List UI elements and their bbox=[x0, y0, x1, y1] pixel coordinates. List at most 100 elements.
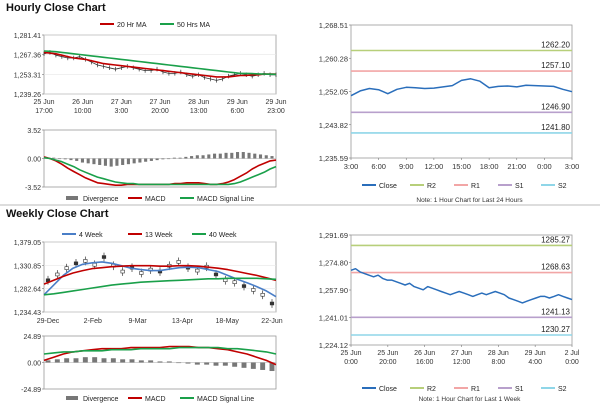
candle-body bbox=[92, 263, 97, 267]
divergence-bar bbox=[144, 158, 148, 162]
x-tick-time: 3:00 bbox=[115, 108, 129, 115]
x-tick-time: 17:00 bbox=[35, 108, 53, 115]
ma50-line bbox=[43, 50, 277, 76]
divergence-bar bbox=[166, 361, 172, 363]
divergence-bar bbox=[64, 358, 70, 363]
close-line bbox=[350, 267, 573, 304]
divergence-bar bbox=[172, 157, 176, 159]
x-tick-date: 26 Jun bbox=[72, 99, 93, 106]
y-tick-label: 1,243.82 bbox=[319, 121, 348, 130]
x-tick-date: 29 Jun bbox=[227, 99, 248, 106]
weekly-section-title: Weekly Close Chart bbox=[6, 208, 109, 220]
x-tick-time: 16:00 bbox=[416, 359, 434, 366]
ma40-line bbox=[43, 277, 277, 296]
divergence-bar bbox=[258, 154, 263, 159]
divergence-bar bbox=[253, 153, 257, 159]
legend-s2-label: S2 bbox=[558, 183, 567, 190]
x-tick-label: 9:00 bbox=[399, 162, 414, 171]
divergence-bar bbox=[178, 157, 182, 159]
divergence-bar bbox=[103, 158, 107, 166]
divergence-bar bbox=[138, 158, 142, 163]
divergence-bar bbox=[86, 158, 90, 164]
x-tick-date: 28 Jun bbox=[488, 350, 509, 357]
close-line bbox=[350, 78, 573, 97]
x-tick-date: 25 Jun bbox=[33, 99, 54, 106]
x-tick-date: 26 Jun bbox=[414, 350, 435, 357]
divergence-bar bbox=[241, 362, 247, 368]
candle-body bbox=[232, 280, 237, 284]
divergence-bar bbox=[250, 362, 256, 369]
divergence-bar bbox=[230, 152, 234, 159]
divergence-bar bbox=[148, 360, 154, 363]
legend-divergence-label: Divergence bbox=[83, 196, 119, 203]
x-tick-time: 6:00 bbox=[231, 108, 245, 115]
divergence-bar bbox=[129, 359, 135, 363]
level-s1-label: 1246.90 bbox=[541, 102, 570, 111]
y-tick-label: 1,268.51 bbox=[319, 21, 348, 30]
x-tick-label: 0:00 bbox=[537, 162, 552, 171]
y-tick-label: 1,252.05 bbox=[319, 88, 348, 97]
divergence-bar bbox=[185, 362, 191, 364]
divergence-bar bbox=[195, 155, 199, 159]
y-tick-label: 1,253.31 bbox=[14, 72, 41, 79]
ma13-line bbox=[43, 264, 277, 285]
x-tick-time: 13:00 bbox=[190, 108, 208, 115]
x-tick-date: 2 Jul bbox=[565, 350, 580, 357]
y-tick-label: 1,330.85 bbox=[14, 263, 41, 270]
candle-body bbox=[251, 288, 256, 292]
x-tick-date: 29 Jun bbox=[265, 99, 286, 106]
divergence-bar bbox=[69, 158, 73, 161]
y-tick-label: 1,260.28 bbox=[319, 54, 348, 63]
y-tick-label: 1,224.12 bbox=[319, 341, 348, 350]
x-tick-date: 27 Jun bbox=[111, 99, 132, 106]
x-tick-label: 9-Mar bbox=[128, 318, 147, 325]
divergence-bar bbox=[224, 152, 228, 159]
level-s2-label: 1230.27 bbox=[541, 325, 570, 334]
hourly-section-title: Hourly Close Chart bbox=[6, 2, 106, 14]
hourly-pivot-chart: 1,268.51 1,260.28 1,252.05 1,243.82 1,235.59… bbox=[319, 21, 580, 204]
x-tick-time: 10:00 bbox=[74, 108, 92, 115]
y-tick-label: 0.00 bbox=[27, 157, 41, 164]
divergence-bar bbox=[45, 360, 51, 363]
divergence-bar bbox=[126, 158, 130, 165]
divergence-bar bbox=[204, 362, 210, 365]
x-tick-label: 29-Dec bbox=[37, 318, 60, 325]
divergence-bar bbox=[167, 158, 171, 160]
x-tick-time: 8:00 bbox=[492, 359, 506, 366]
plot-frame bbox=[43, 241, 277, 313]
legend-40week-label: 40 Week bbox=[209, 232, 237, 239]
divergence-bar bbox=[63, 158, 67, 160]
x-tick-label: 6:00 bbox=[371, 162, 386, 171]
y-tick-label: 1,241.01 bbox=[319, 314, 348, 323]
x-tick-time: 12:00 bbox=[453, 359, 471, 366]
legend-divergence-label: Divergence bbox=[83, 396, 119, 403]
divergence-bar bbox=[121, 158, 125, 165]
y-tick-label: 1,239.26 bbox=[14, 92, 41, 99]
candle-body bbox=[139, 271, 144, 275]
x-tick-label: 15:00 bbox=[452, 162, 471, 171]
level-r1-label: 1257.10 bbox=[541, 61, 570, 70]
legend-s1-label: S1 bbox=[515, 183, 524, 190]
divergence-bar bbox=[155, 158, 159, 161]
x-tick-label: 21:00 bbox=[507, 162, 526, 171]
x-tick-time: 23:00 bbox=[267, 108, 285, 115]
y-tick-label: 1,235.59 bbox=[319, 154, 348, 163]
y-tick-label: -3.52 bbox=[25, 185, 41, 192]
y-tick-label: 1,379.05 bbox=[14, 240, 41, 247]
divergence-bar bbox=[207, 154, 211, 159]
divergence-bar bbox=[232, 362, 238, 367]
legend-close-label: Close bbox=[379, 183, 397, 190]
legend-r1-label: R1 bbox=[471, 183, 480, 190]
divergence-bar bbox=[98, 158, 102, 165]
signal-line bbox=[43, 346, 277, 355]
divergence-bar bbox=[213, 153, 217, 159]
x-tick-date: 27 Jun bbox=[451, 350, 472, 357]
legend-4week-label: 4 Week bbox=[79, 232, 103, 239]
level-s2-label: 1241.80 bbox=[541, 123, 570, 132]
divergence-bar bbox=[247, 152, 251, 159]
y-tick-label: 1,281.41 bbox=[14, 33, 41, 40]
ma20-line bbox=[43, 51, 276, 78]
weekly-pivot-chart: 1,291.69 1,274.80 1,257.90 1,241.01 1,224.12… bbox=[319, 231, 580, 403]
